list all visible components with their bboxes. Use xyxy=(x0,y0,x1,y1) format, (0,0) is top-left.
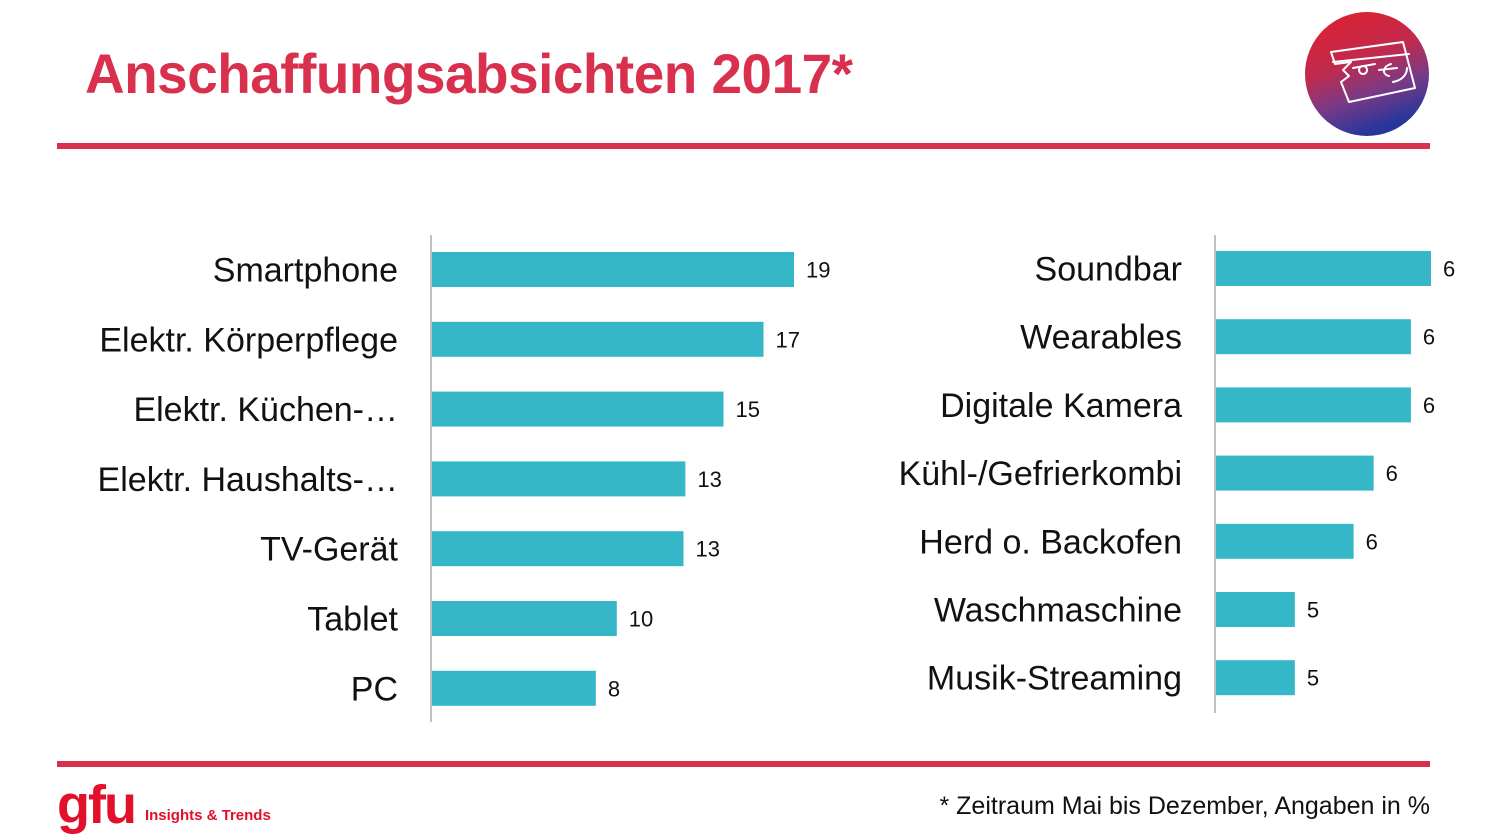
bar-chart-2: Soundbar 6 Wearables 6 Digitale Kamera 6 Kühl-… xyxy=(899,235,1455,713)
bar xyxy=(432,391,724,427)
data-label: 5 xyxy=(1307,666,1319,691)
bar xyxy=(432,670,596,706)
bar xyxy=(1216,455,1374,491)
data-label: 13 xyxy=(695,537,719,562)
bar xyxy=(432,601,617,636)
data-label: 5 xyxy=(1307,598,1319,623)
category-label: Herd o. Backofen xyxy=(919,523,1182,561)
bar xyxy=(432,531,684,567)
page-title: Anschaffungsabsichten 2017* xyxy=(85,42,853,105)
faces-communication-icon xyxy=(1305,12,1429,136)
bar xyxy=(1216,251,1431,286)
footer-divider xyxy=(57,761,1430,767)
data-label: 17 xyxy=(776,327,800,352)
footnote: * Zeitraum Mai bis Dezember, Angaben in … xyxy=(939,792,1430,820)
bar xyxy=(1216,387,1411,423)
category-label: Smartphone xyxy=(213,252,398,290)
category-label: Musik-Streaming xyxy=(927,660,1182,698)
data-label: 19 xyxy=(806,258,830,283)
category-label: Elektr. Haushalts-… xyxy=(98,461,398,499)
category-label: Elektr. Küchen-… xyxy=(133,391,398,429)
category-label: Tablet xyxy=(307,601,398,639)
category-label: TV-Gerät xyxy=(260,531,398,569)
bar xyxy=(1216,319,1411,355)
category-label: Soundbar xyxy=(1035,251,1182,289)
data-label: 8 xyxy=(608,676,620,701)
category-label: Kühl-/Gefrierkombi xyxy=(899,455,1182,493)
data-label: 6 xyxy=(1423,325,1435,350)
category-label: Waschmaschine xyxy=(934,592,1182,630)
data-label: 6 xyxy=(1443,257,1455,282)
bar xyxy=(1216,660,1295,696)
data-label: 6 xyxy=(1366,529,1378,554)
category-label: PC xyxy=(351,670,398,708)
category-label: Elektr. Körperpflege xyxy=(99,321,398,359)
data-label: 6 xyxy=(1423,393,1435,418)
bar xyxy=(1216,523,1354,559)
bar xyxy=(432,461,686,497)
data-label: 10 xyxy=(629,607,653,632)
category-label: Wearables xyxy=(1020,319,1182,357)
brand-mark: gfu xyxy=(57,775,137,835)
brand-logo: gfu Insights & Trends xyxy=(57,778,271,832)
bar-chart-1: Smartphone 19 Elektr. Körperpflege 17 Elektr… xyxy=(98,235,830,722)
category-label: Digitale Kamera xyxy=(940,387,1182,425)
bar xyxy=(432,321,764,357)
bar xyxy=(1216,592,1295,627)
data-label: 13 xyxy=(697,467,721,492)
data-label: 6 xyxy=(1386,461,1398,486)
data-label: 15 xyxy=(736,397,760,422)
bar xyxy=(432,252,794,287)
title-divider xyxy=(57,143,1430,149)
brand-tagline: Insights & Trends xyxy=(144,807,271,824)
